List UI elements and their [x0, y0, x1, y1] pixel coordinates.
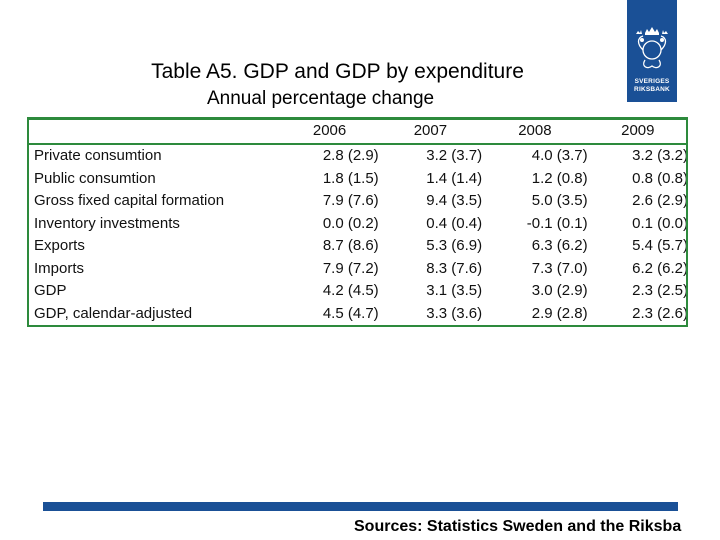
cell-value: 8.3 (7.6) [426, 259, 483, 277]
logo-text-line2: RIKSBANK [634, 86, 670, 93]
cell-value: -0.1 (0.1) [526, 214, 588, 232]
cell-value: 6.3 (6.2) [531, 237, 588, 254]
cell-value: 4.0 (3.7) [531, 147, 588, 164]
cell-value: 5.3 (6.9) [426, 237, 483, 254]
gdp-table: 2006 2007 2008 2009 Private consumtion 2… [27, 117, 688, 327]
cell-value: 0.0 (0.2) [322, 214, 379, 232]
cell-value: 2.3 (2.6) [632, 304, 688, 322]
cell-value: 7.9 (7.2) [322, 259, 379, 277]
cell-value: 2.6 (2.9) [632, 192, 688, 209]
cell-value: 3.0 (2.9) [531, 282, 588, 299]
table-row: GDP, calendar-adjusted 4.5 (4.7) 3.3 (3.… [27, 303, 688, 326]
column-header-2008: 2008 [518, 122, 552, 140]
cell-value: 1.8 (1.5) [322, 169, 379, 187]
table-row: Gross fixed capital formation 7.9 (7.6) … [27, 190, 688, 213]
row-label: Private consumtion [34, 147, 162, 164]
row-label: Exports [34, 237, 85, 254]
cell-value: 4.5 (4.7) [322, 304, 379, 322]
cell-value: 2.9 (2.8) [531, 304, 588, 322]
cell-value: 3.2 (3.7) [426, 147, 483, 164]
cell-value: 3.2 (3.2) [632, 147, 688, 164]
cell-value: 3.1 (3.5) [426, 282, 483, 299]
cell-value: 2.3 (2.5) [632, 282, 688, 299]
logo-text-line1: SVERIGES [634, 78, 670, 85]
cell-value: 0.1 (0.0) [632, 214, 688, 232]
cell-value: 1.4 (1.4) [426, 169, 483, 187]
table-bottom-rule [27, 325, 688, 327]
row-label: Inventory investments [34, 214, 180, 232]
cell-value: 0.8 (0.8) [632, 169, 688, 187]
cell-value: 7.3 (7.0) [531, 259, 588, 277]
table-row: Public consumtion 1.8 (1.5) 1.4 (1.4) 1.… [27, 168, 688, 191]
row-label: GDP, calendar-adjusted [34, 304, 193, 322]
cell-value: 3.3 (3.6) [426, 304, 483, 322]
cell-value: 2.8 (2.9) [322, 147, 379, 164]
column-header-2006: 2006 [312, 122, 347, 140]
page-subtitle: Annual percentage change [207, 88, 435, 109]
cell-value: 4.2 (4.5) [322, 282, 379, 299]
crest-icon [636, 27, 668, 69]
source-note: Sources: Statistics Sweden and the Riksb… [354, 518, 682, 535]
row-label: GDP [34, 282, 67, 299]
cell-value: 0.4 (0.4) [426, 214, 483, 232]
column-header-2007: 2007 [413, 122, 448, 140]
page-title: Table A5. GDP and GDP by expenditure [151, 60, 524, 83]
table-row: Exports 8.7 (8.6) 5.3 (6.9) 6.3 (6.2) 5.… [27, 235, 688, 258]
row-label: Public consumtion [34, 169, 156, 187]
footer-bar [43, 502, 678, 511]
cell-value: 5.4 (5.7) [632, 237, 688, 254]
table-row: Imports 7.9 (7.2) 8.3 (7.6) 7.3 (7.0) 6.… [27, 258, 688, 281]
row-label: Imports [34, 259, 85, 277]
column-header-2009: 2009 [621, 122, 655, 140]
table-header-rule [27, 143, 688, 145]
cell-value: 9.4 (3.5) [426, 192, 483, 209]
header-label-cell [27, 120, 280, 143]
cell-value: 7.9 (7.6) [322, 192, 379, 209]
table-header-row: 2006 2007 2008 2009 [27, 120, 688, 143]
row-label: Gross fixed capital formation [34, 192, 225, 209]
riksbank-logo: SVERIGES RIKSBANK [627, 0, 677, 102]
cell-value: 6.2 (6.2) [632, 259, 688, 277]
table-row: Inventory investments 0.0 (0.2) 0.4 (0.4… [27, 213, 688, 236]
table-top-rule [27, 117, 688, 120]
cell-value: 8.7 (8.6) [322, 237, 379, 254]
table-row: Private consumtion 2.8 (2.9) 3.2 (3.7) 4… [27, 145, 688, 168]
cell-value: 1.2 (0.8) [531, 169, 588, 187]
cell-value: 5.0 (3.5) [531, 192, 588, 209]
table-row: GDP 4.2 (4.5) 3.1 (3.5) 3.0 (2.9) 2.3 (2… [27, 280, 688, 303]
